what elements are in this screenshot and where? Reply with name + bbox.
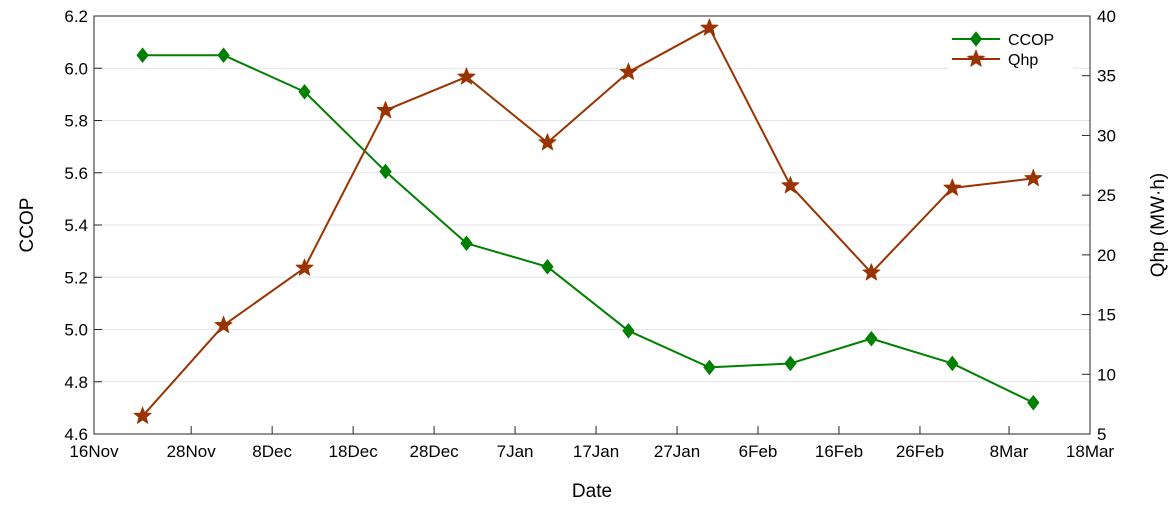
ccop-point — [217, 47, 230, 63]
qhp-point — [214, 315, 233, 334]
x-tick-label: 16Feb — [815, 442, 863, 461]
qhp-point — [457, 67, 476, 85]
y-left-tick-label: 5.6 — [64, 164, 88, 183]
gridlines — [94, 67, 1090, 383]
ccop-point — [460, 235, 473, 252]
ccop-point — [865, 330, 878, 347]
qhp-line — [141, 26, 1034, 417]
qhp-point — [133, 406, 152, 424]
y-right-tick-label: 15 — [1097, 306, 1116, 325]
y-left-tick-label: 6.0 — [64, 59, 88, 78]
y-right-tick-label: 35 — [1097, 67, 1116, 86]
y-left-tick-label: 4.6 — [64, 425, 88, 444]
legend-label-qhp: Qhp — [1008, 52, 1038, 69]
qhp-point — [1024, 169, 1043, 187]
qhp-point — [619, 62, 638, 80]
x-tick-label: 8Mar — [990, 442, 1029, 461]
legend-label-ccop: CCOP — [1008, 32, 1054, 49]
ccop-line — [142, 54, 1034, 404]
y-left-tick-label: 5.4 — [64, 216, 88, 235]
x-axis-title: Date — [572, 481, 612, 501]
ccop-point — [298, 83, 311, 100]
qhp-point — [862, 263, 881, 281]
y-left-tick-label: 6.2 — [64, 7, 88, 26]
legend-box — [948, 28, 1073, 70]
x-tick-label: 18Mar — [1066, 442, 1115, 461]
ccop-point — [541, 258, 554, 275]
ccop-point — [1027, 394, 1040, 411]
ccop-point — [784, 355, 797, 372]
x-tick-label: 28Dec — [410, 442, 460, 461]
y-right-tick-label: 20 — [1097, 246, 1116, 265]
y-left-tick-label: 4.8 — [64, 373, 88, 392]
x-tick-label: 27Jan — [654, 442, 700, 461]
y-right-tick-label: 5 — [1097, 425, 1106, 444]
ccop-point — [703, 359, 716, 376]
x-tick-label: 7Jan — [497, 442, 534, 461]
x-tick-label: 26Feb — [896, 442, 944, 461]
x-tick-label: 16Nov — [69, 442, 119, 461]
y-axis-right-title: Qhp (MW·h) — [1148, 173, 1169, 278]
legend: CCOP Qhp — [948, 28, 1073, 70]
y-right-tick-label: 40 — [1097, 7, 1116, 26]
y-right-tick-label: 30 — [1097, 126, 1116, 145]
ccop-point — [379, 163, 392, 180]
qhp-point — [295, 258, 314, 276]
x-tick-label: 18Dec — [329, 442, 379, 461]
x-tick-label: 28Nov — [167, 442, 217, 461]
series-ccop — [136, 47, 1040, 411]
y-right-tick-label: 25 — [1097, 186, 1116, 205]
series-layer — [133, 18, 1043, 424]
x-tick-label: 17Jan — [573, 442, 619, 461]
qhp-point — [943, 178, 962, 196]
y-axis-left-title: CCOP — [17, 198, 38, 253]
qhp-point — [781, 176, 800, 194]
y-left-tick-label: 5.2 — [64, 268, 88, 287]
qhp-point — [700, 18, 719, 36]
y-left-tick-label: 5.0 — [64, 321, 88, 340]
ccop-point — [622, 322, 635, 339]
legend-marker-ccop — [969, 31, 983, 47]
ccop-point — [136, 47, 149, 63]
axes: 4.6 4.8 5.0 5.2 5.4 5.6 5.8 6.0 6.2 5 10 15 20 25 30 35… — [64, 7, 1116, 461]
qhp-point — [538, 133, 557, 151]
qhp-point — [376, 100, 395, 119]
y-left-tick-label: 5.8 — [64, 112, 88, 131]
legend-marker-qhp — [967, 49, 985, 67]
y-right-tick-label: 10 — [1097, 365, 1116, 384]
x-tick-label: 6Feb — [739, 442, 778, 461]
x-tick-label: 8Dec — [252, 442, 292, 461]
ccop-point — [946, 355, 959, 372]
series-qhp — [133, 18, 1043, 424]
